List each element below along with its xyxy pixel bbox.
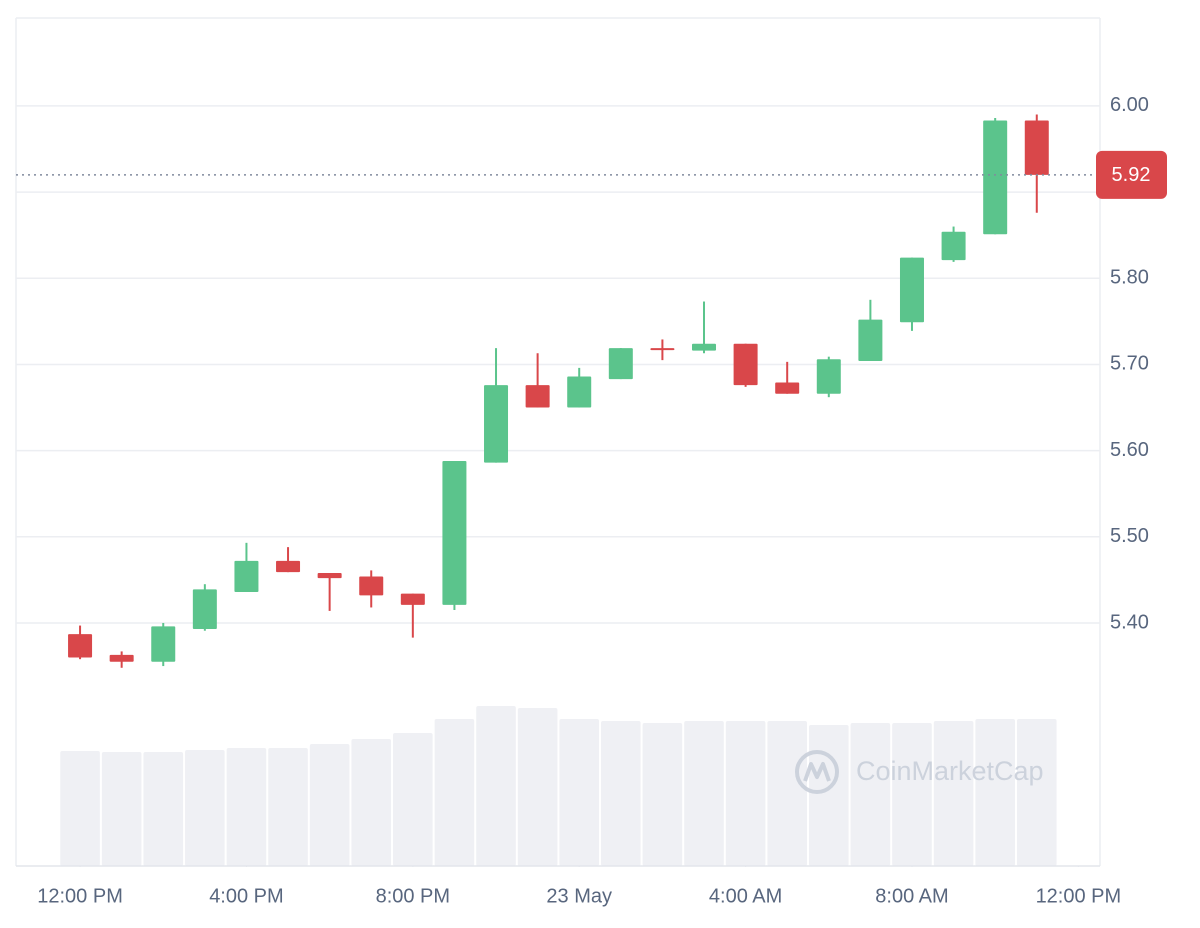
y-tick-label: 5.60: [1110, 439, 1149, 461]
y-tick-label: 6.00: [1110, 94, 1149, 116]
candle-body: [899, 257, 924, 323]
grid-layer: [16, 105, 1100, 624]
volume-bar: [892, 723, 932, 866]
y-tick-label: 5.50: [1110, 525, 1149, 547]
volume-bar: [975, 719, 1015, 866]
volume-bar: [101, 752, 142, 866]
candle-body: [650, 348, 675, 351]
volume-bar: [808, 725, 849, 866]
candle-body: [276, 560, 301, 573]
x-tick-label: 4:00 PM: [209, 885, 283, 907]
candle-body: [484, 385, 509, 463]
watermark: CoinMarketCap: [795, 750, 1044, 794]
candle-body: [68, 634, 93, 658]
candle-body: [192, 589, 217, 630]
candle-body: [733, 343, 758, 386]
watermark-text: CoinMarketCap: [856, 756, 1044, 786]
volume-bar: [268, 748, 308, 866]
candle-body: [400, 593, 425, 605]
y-tick-label: 5.40: [1110, 611, 1149, 633]
candle-body: [858, 319, 883, 361]
volume-layer: [60, 706, 1057, 866]
x-tick-label: 8:00 PM: [376, 885, 450, 907]
volume-bar: [309, 744, 350, 866]
volume-bar: [185, 750, 225, 866]
volume-bar: [601, 721, 641, 866]
volume-bar: [767, 721, 807, 866]
candle-body: [317, 572, 342, 579]
candle-body: [941, 231, 966, 261]
volume-bar: [933, 721, 974, 866]
volume-bar: [1016, 719, 1057, 866]
watermark-logo: [795, 750, 839, 794]
volume-bar: [434, 719, 475, 866]
volume-bar: [226, 748, 267, 866]
volume-bar: [60, 751, 100, 866]
x-tick-label: 23 May: [546, 885, 612, 907]
current-price-label: 5.92: [1112, 164, 1151, 186]
volume-bar: [351, 739, 392, 866]
volume-bar: [850, 723, 891, 866]
candle-body: [109, 654, 134, 662]
candle-body: [234, 560, 259, 592]
volume-bar: [476, 706, 516, 866]
candle-body: [816, 359, 841, 394]
watermark-logo-mark: [803, 762, 831, 782]
candle-body: [359, 576, 384, 596]
volume-bar: [143, 752, 184, 866]
y-tick-label: 5.70: [1110, 353, 1149, 375]
x-tick-label: 12:00 PM: [37, 885, 123, 907]
candle-body: [1024, 120, 1049, 175]
x-tick-label: 12:00 PM: [1036, 885, 1122, 907]
y-tick-label: 5.80: [1110, 267, 1149, 289]
volume-bar: [393, 733, 433, 866]
x-tick-label: 8:00 AM: [875, 885, 948, 907]
candle-body: [442, 460, 467, 605]
volume-bar: [725, 721, 766, 866]
x-tick-label: 4:00 AM: [709, 885, 782, 907]
candle-body: [775, 382, 800, 394]
candle-body: [608, 348, 633, 380]
current-price-badge: [1096, 150, 1167, 199]
volume-bar: [684, 721, 724, 866]
candle-layer: [68, 114, 1049, 668]
candle-body: [692, 343, 717, 351]
volume-bar: [517, 708, 558, 866]
candle-body: [525, 385, 550, 408]
candle-body: [983, 120, 1008, 235]
candle-body: [567, 376, 592, 408]
volume-bar: [642, 723, 683, 866]
volume-bar: [559, 719, 600, 866]
candle-body: [151, 626, 176, 662]
